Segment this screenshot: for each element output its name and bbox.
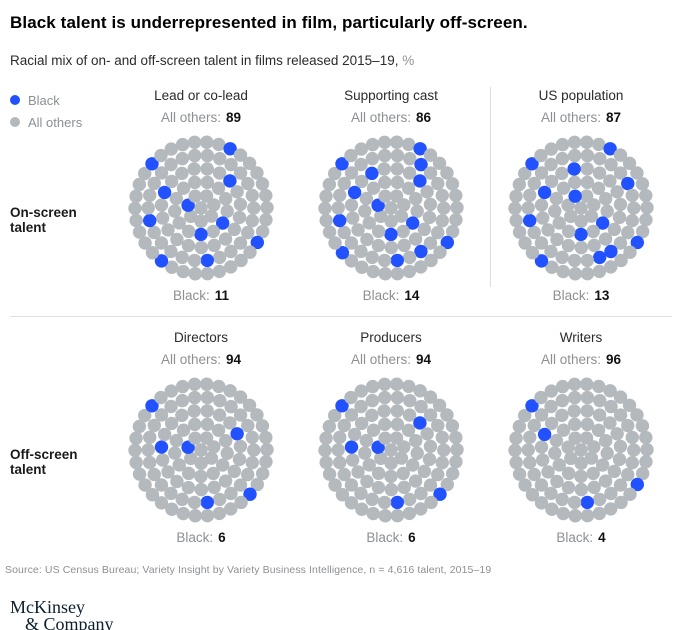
dot-cluster-lead-or-co-lead [128, 135, 274, 281]
row-label-on-screen: On-screen talent [10, 205, 77, 235]
group-name: Lead or co-lead [154, 88, 248, 103]
all-others-value: All others: 87 [541, 108, 621, 128]
black-label: Black: [552, 288, 590, 303]
all-others-number: 86 [416, 110, 432, 125]
black-label: Black: [176, 530, 214, 545]
dot-cluster-producers [318, 377, 464, 523]
legend-item-all-others: All others [10, 111, 106, 133]
all-others-number: 89 [226, 110, 242, 125]
legend-label-black: Black [28, 92, 60, 108]
all-others-value: All others: 94 [351, 350, 431, 370]
all-others-label: All others: [540, 352, 601, 367]
group-supporting-cast: Supporting cast All others: 86 Black: 14 [296, 84, 486, 306]
group-name: US population [538, 88, 624, 103]
dot-cluster-writers [508, 377, 654, 523]
all-others-number: 94 [226, 352, 242, 367]
row-label-off-screen: Off-screen talent [10, 447, 78, 477]
row2-label-wrap: Off-screen talent [10, 376, 106, 548]
legend-item-black: Black [10, 89, 106, 111]
row2-side-column: Off-screen talent [10, 326, 106, 548]
black-label: Black: [366, 530, 404, 545]
black-label: Black: [556, 530, 594, 545]
black-label: Black: [172, 288, 210, 303]
all-others-number: 96 [606, 352, 622, 367]
source-note: Source: US Census Bureau; Variety Insigh… [5, 564, 492, 576]
all-others-number: 87 [606, 110, 622, 125]
black-value: Black: 4 [556, 528, 605, 548]
all-others-value: All others: 86 [351, 108, 431, 128]
group-name: Supporting cast [344, 88, 438, 103]
black-number: 13 [594, 288, 610, 303]
chart-subtitle-text: Racial mix of on- and off-screen talent … [10, 53, 399, 68]
group-us-population: US population All others: 87 Black: 13 [486, 84, 676, 306]
all-others-value: All others: 96 [541, 350, 621, 370]
group-name: Producers [360, 330, 422, 345]
row-on-screen: Black All others On-screen talent Lead o… [10, 84, 680, 306]
black-value: Black: 6 [366, 528, 415, 548]
row-off-screen: Off-screen talent Directors All others: 9… [10, 326, 680, 548]
chart-subtitle-unit: % [402, 53, 415, 68]
group-lead-or-co-lead: Lead or co-lead All others: 89 Black: 11 [106, 84, 296, 306]
legend-dot-black-icon [10, 95, 20, 105]
mckinsey-logo: McKinsey & Company [10, 597, 680, 630]
black-value: Black: 11 [173, 286, 229, 306]
black-number: 14 [404, 288, 420, 303]
dot-cluster-supporting-cast [318, 135, 464, 281]
group-directors: Directors All others: 94 Black: 6 [106, 326, 296, 548]
mckinsey-logo-line2: & Company [25, 614, 114, 630]
dot-cluster-directors [128, 377, 274, 523]
all-others-label: All others: [160, 352, 221, 367]
group-name: Directors [173, 330, 228, 345]
black-number: 6 [408, 530, 416, 545]
all-others-label: All others: [350, 352, 411, 367]
all-others-value: All others: 89 [161, 108, 241, 128]
infographic-page: Black talent is underrepresented in film… [0, 13, 680, 630]
all-others-number: 94 [416, 352, 432, 367]
group-producers: Producers All others: 94 Black: 6 [296, 326, 486, 548]
mckinsey-logo-line1: McKinsey [10, 597, 85, 617]
black-number: 11 [214, 288, 230, 303]
all-others-label: All others: [350, 110, 411, 125]
all-others-value: All others: 94 [161, 350, 241, 370]
black-number: 6 [218, 530, 226, 545]
black-label: Black: [362, 288, 400, 303]
row1-side-column: Black All others On-screen talent [10, 84, 106, 306]
vertical-divider [490, 87, 491, 287]
chart-subtitle: Racial mix of on- and off-screen talent … [10, 53, 670, 68]
black-value: Black: 6 [176, 528, 225, 548]
black-value: Black: 13 [553, 286, 610, 306]
legend: Black All others [10, 84, 106, 134]
legend-label-all-others: All others [28, 114, 83, 130]
row-divider [10, 316, 672, 317]
row2-header-spacer [10, 326, 106, 376]
black-number: 4 [598, 530, 606, 545]
row1-label-wrap: On-screen talent [10, 134, 106, 306]
all-others-label: All others: [160, 110, 221, 125]
dot-cluster-us-population [508, 135, 654, 281]
group-writers: Writers All others: 96 Black: 4 [486, 326, 676, 548]
all-others-label: All others: [540, 110, 601, 125]
page-title: Black talent is underrepresented in film… [10, 13, 528, 32]
black-value: Black: 14 [363, 286, 420, 306]
legend-dot-all-others-icon [10, 117, 20, 127]
group-name: Writers [559, 330, 603, 345]
